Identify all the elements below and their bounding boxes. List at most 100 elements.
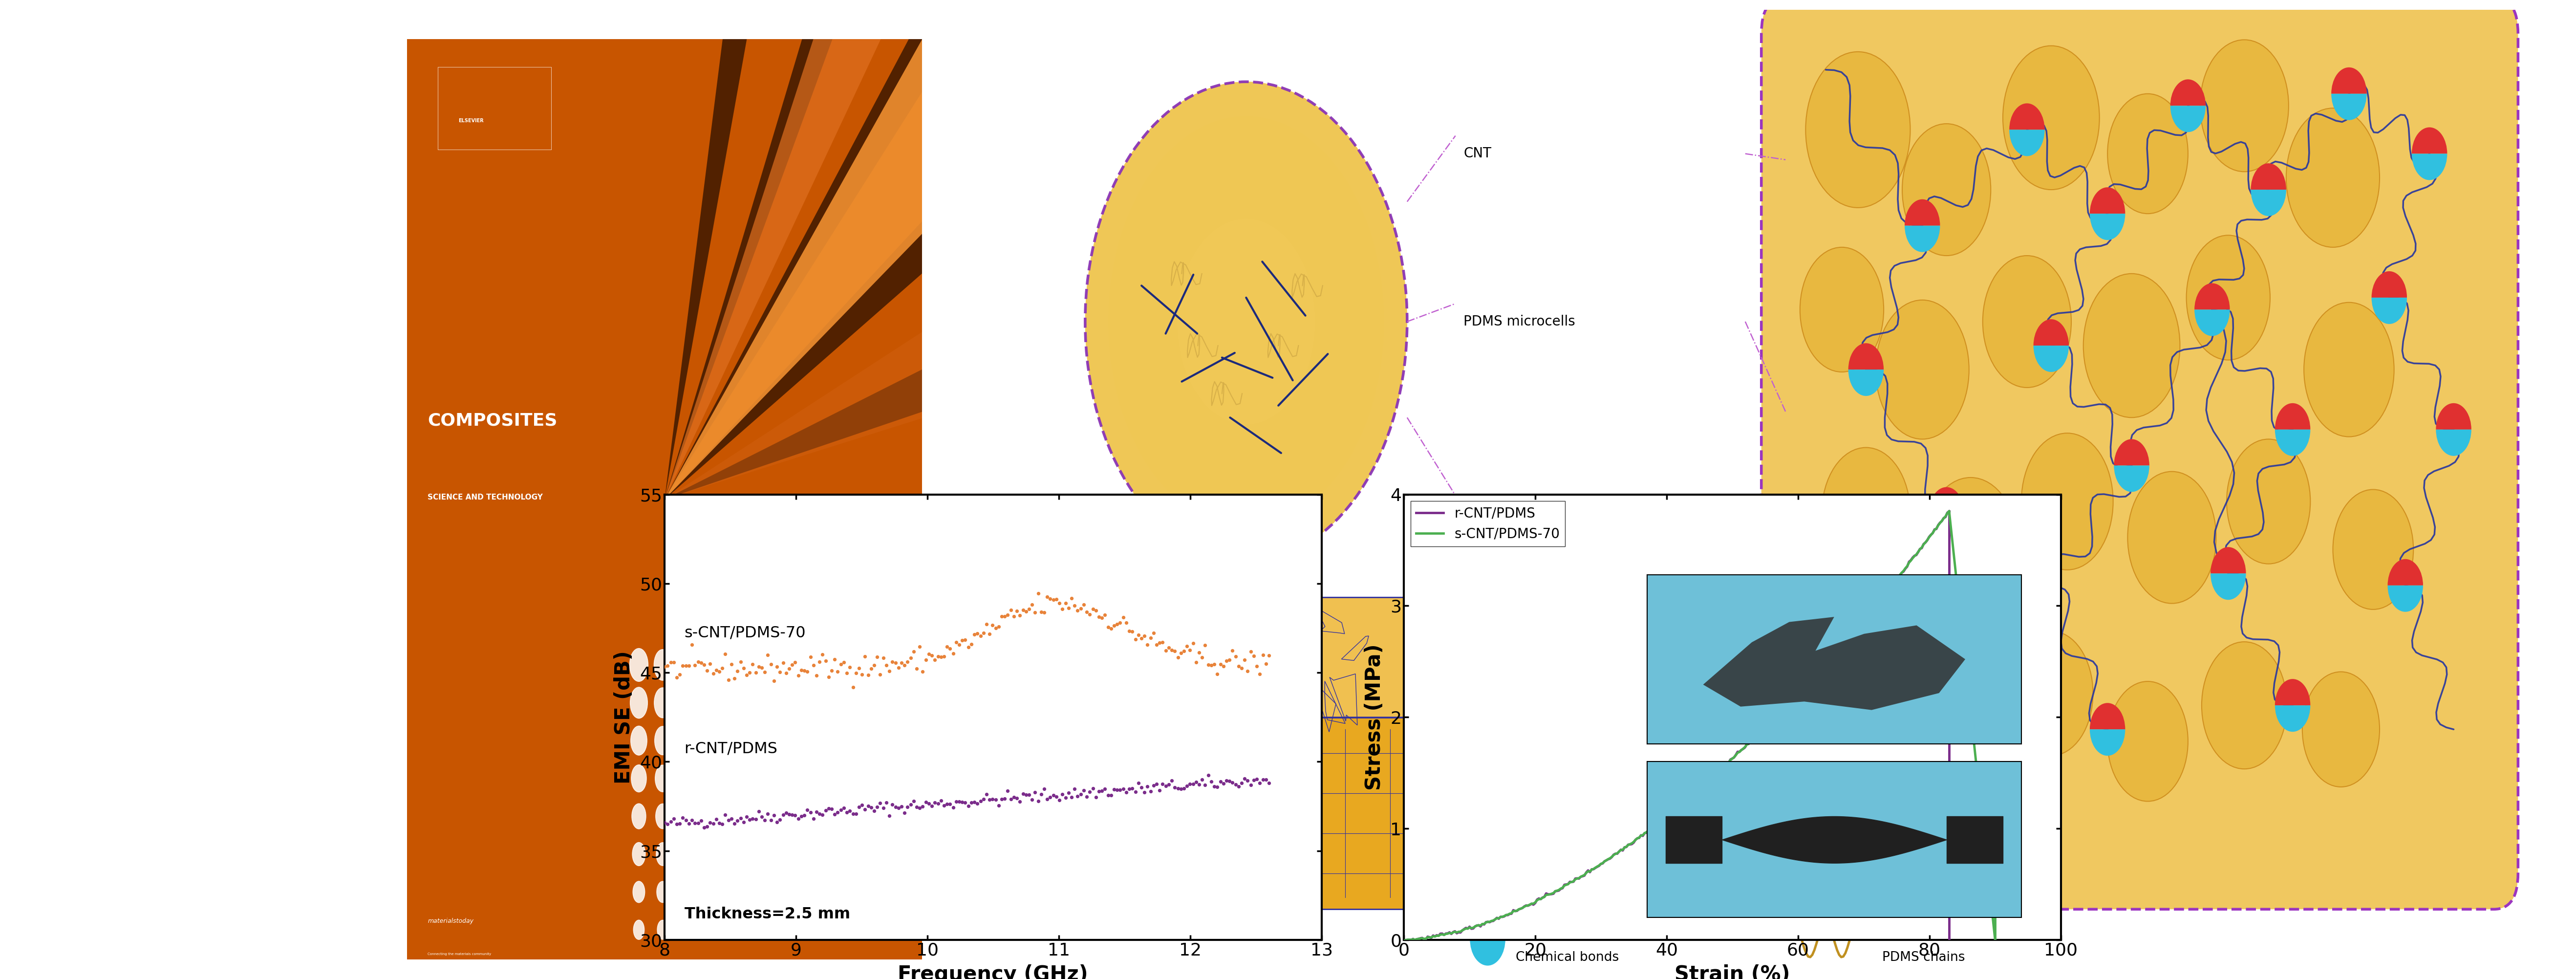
Point [711, 656, 752, 672]
Point [696, 662, 737, 677]
Point [1172, 635, 1213, 651]
Circle shape [752, 922, 762, 938]
Point [814, 652, 855, 668]
Point [930, 796, 971, 812]
Point [1054, 781, 1095, 797]
Point [752, 808, 793, 823]
Circle shape [801, 656, 811, 674]
Point [1200, 773, 1242, 789]
Point [1211, 774, 1252, 790]
Wedge shape [2210, 547, 2246, 574]
Circle shape [2107, 94, 2187, 213]
Point [773, 807, 814, 822]
Point [773, 657, 814, 673]
Point [824, 800, 866, 816]
Point [647, 658, 688, 674]
Point [1066, 789, 1108, 805]
Polygon shape [665, 0, 1659, 499]
Point [842, 667, 884, 682]
Y-axis label: EMI SE (dB): EMI SE (dB) [613, 650, 634, 784]
Point [858, 800, 899, 816]
Circle shape [850, 658, 858, 672]
Point [1126, 778, 1167, 794]
Point [680, 813, 721, 828]
Point [1185, 777, 1226, 793]
Point [1046, 790, 1087, 806]
Point [1061, 600, 1103, 616]
Point [667, 816, 708, 831]
Point [659, 816, 701, 831]
Point [817, 664, 858, 679]
Circle shape [2084, 273, 2179, 417]
Point [1105, 615, 1146, 630]
Point [1051, 789, 1092, 805]
Point [672, 813, 714, 828]
Point [1242, 647, 1283, 663]
Point [1239, 775, 1280, 791]
Point [1018, 793, 1059, 809]
Point [1188, 657, 1229, 673]
Polygon shape [665, 0, 2004, 499]
Circle shape [775, 655, 788, 675]
Point [1064, 782, 1105, 798]
Point [930, 640, 971, 656]
Circle shape [778, 846, 786, 862]
Point [1103, 609, 1144, 625]
Circle shape [1806, 52, 1911, 208]
Circle shape [703, 689, 719, 716]
Point [1154, 779, 1195, 795]
Point [899, 800, 940, 816]
Point [719, 811, 760, 826]
Point [951, 795, 992, 811]
Point [1172, 776, 1213, 792]
Point [994, 789, 1036, 805]
Point [1188, 768, 1229, 783]
Circle shape [726, 690, 742, 715]
Wedge shape [2032, 346, 2069, 372]
Circle shape [654, 726, 670, 755]
Point [804, 653, 845, 669]
Circle shape [629, 648, 649, 681]
Point [971, 791, 1012, 807]
Text: PDMS interfacial
continuous phase: PDMS interfacial continuous phase [1463, 498, 1584, 529]
Circle shape [631, 765, 647, 792]
Point [1149, 776, 1190, 792]
Point [1208, 773, 1249, 789]
Point [1159, 645, 1200, 661]
Point [1048, 600, 1090, 616]
Wedge shape [2089, 213, 2125, 240]
Point [752, 673, 793, 688]
Point [778, 811, 819, 826]
Circle shape [2022, 433, 2112, 570]
Text: SCIENCE AND TECHNOLOGY: SCIENCE AND TECHNOLOGY [428, 493, 544, 500]
Point [688, 663, 729, 678]
Circle shape [899, 660, 904, 670]
Point [920, 793, 961, 809]
Point [801, 807, 842, 822]
Point [811, 663, 853, 678]
Point [706, 807, 747, 822]
Point [693, 666, 734, 681]
Point [791, 649, 832, 665]
Point [786, 802, 827, 817]
Circle shape [2334, 490, 2414, 609]
Point [956, 796, 997, 812]
Point [1185, 637, 1226, 653]
Point [742, 660, 783, 676]
Point [659, 667, 701, 682]
Circle shape [657, 843, 670, 865]
Circle shape [899, 698, 904, 708]
Circle shape [1821, 447, 1911, 580]
Circle shape [850, 696, 858, 710]
Circle shape [680, 920, 693, 939]
Point [1103, 781, 1144, 797]
Wedge shape [2169, 106, 2205, 132]
Point [1038, 595, 1079, 611]
Point [1221, 775, 1262, 791]
Point [858, 649, 899, 665]
Point [1198, 666, 1239, 681]
Point [644, 659, 685, 675]
Point [744, 665, 786, 680]
Point [871, 654, 912, 670]
Circle shape [873, 773, 878, 784]
